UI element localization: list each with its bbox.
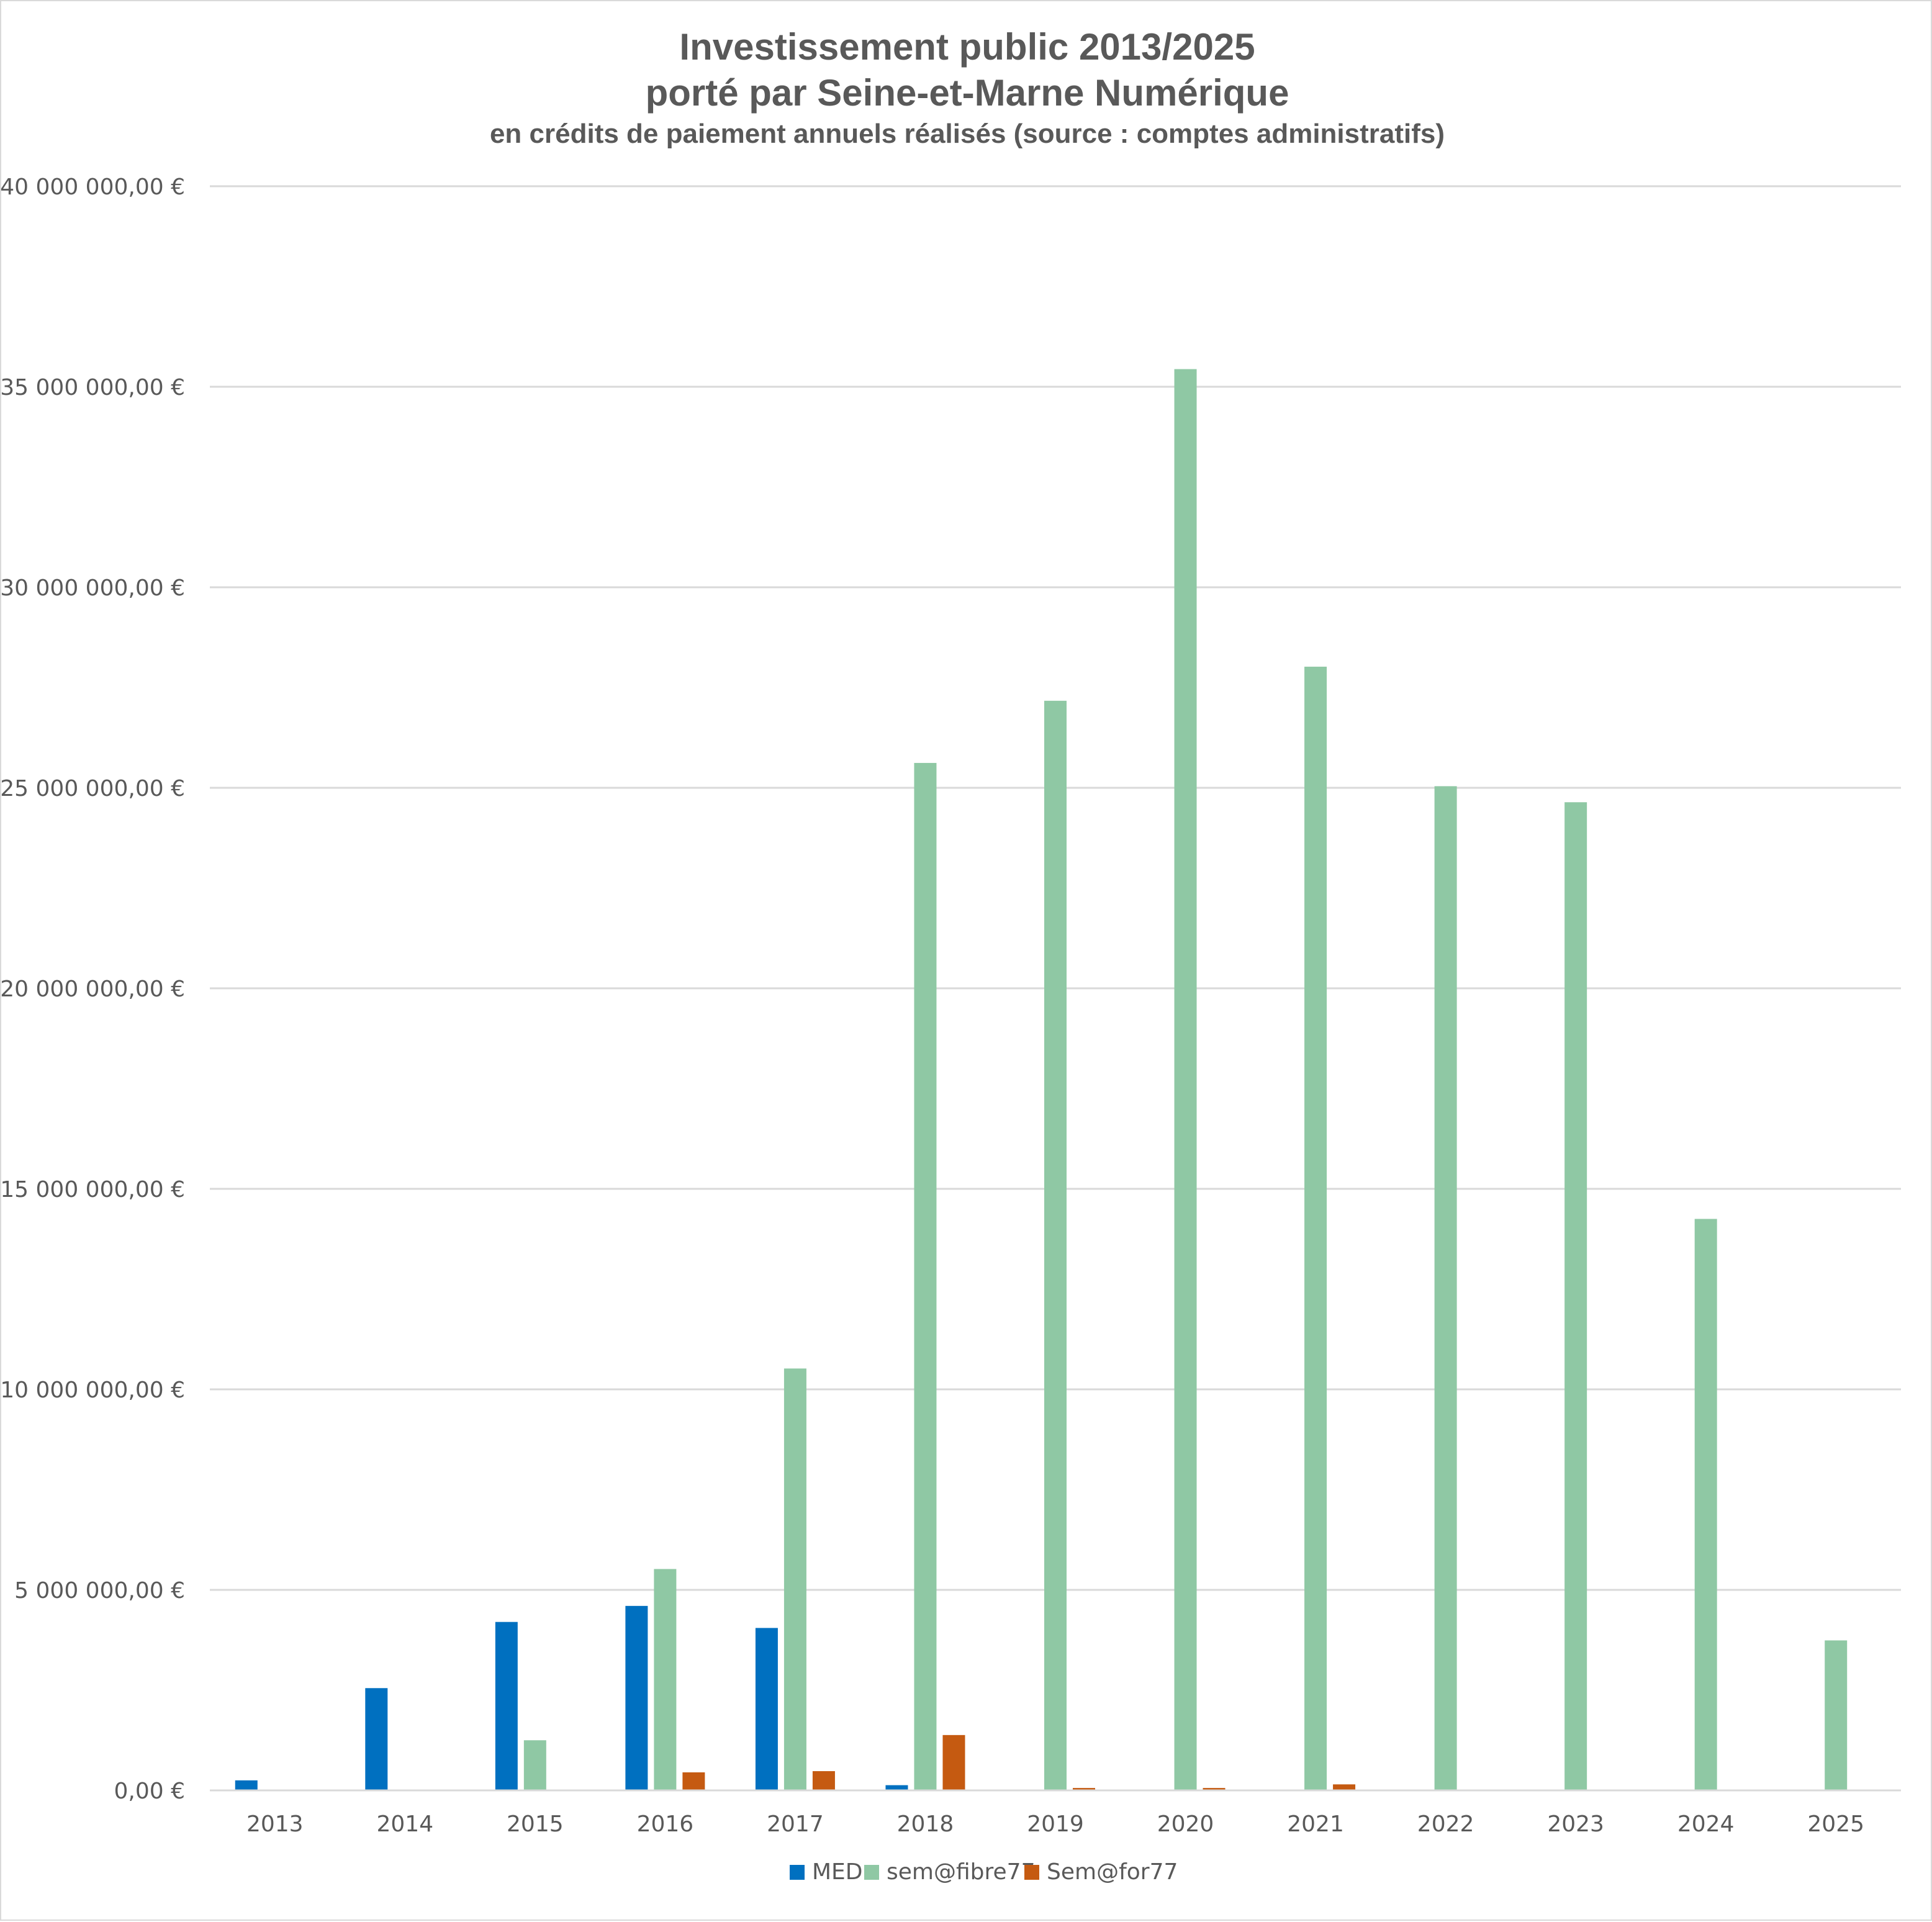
x-tick-label: 2023 xyxy=(1547,1811,1604,1837)
bar-sem-fibre77-2015 xyxy=(523,1740,546,1790)
bar-med-2017 xyxy=(755,1628,778,1790)
x-tick-label: 2017 xyxy=(767,1811,824,1837)
bar-sem-fibre77-2021 xyxy=(1304,666,1327,1790)
x-axis-tick-labels: 2013 2014 2015 2016 2017 2018 2019 2020 2021 2022… xyxy=(246,1811,1864,1837)
legend-swatch xyxy=(790,1865,805,1880)
bar-sem-for77-2020 xyxy=(1203,1788,1226,1790)
x-tick-label: 2020 xyxy=(1157,1811,1214,1837)
legend-swatch xyxy=(1024,1865,1039,1880)
x-tick-label: 2019 xyxy=(1027,1811,1084,1837)
x-tick-label: 2018 xyxy=(897,1811,954,1837)
x-tick-label: 2021 xyxy=(1287,1811,1344,1837)
bar-sem-for77-2019 xyxy=(1073,1788,1095,1790)
bar-sem-fibre77-2018 xyxy=(914,762,937,1790)
legend-item-sem-fibre77: sem@fibre77 xyxy=(864,1859,1035,1885)
y-tick-label: 5 000 000,00 € xyxy=(14,1578,185,1604)
bar-med-2015 xyxy=(495,1622,518,1790)
x-tick-label: 2014 xyxy=(376,1811,433,1837)
bar-sem-fibre77-2016 xyxy=(654,1569,677,1790)
bar-sem-fibre77-2025 xyxy=(1825,1640,1848,1790)
y-tick-label: 35 000 000,00 € xyxy=(1,375,185,400)
chart-title-line-1: Investissement public 2013/2025 xyxy=(679,26,1255,68)
bar-med-2013 xyxy=(235,1780,258,1790)
legend-swatch xyxy=(864,1865,879,1880)
bar-med-2016 xyxy=(625,1605,648,1790)
bar-sem-for77-2021 xyxy=(1333,1784,1356,1790)
bar-sem-fibre77-2019 xyxy=(1044,700,1067,1790)
x-tick-label: 2024 xyxy=(1677,1811,1735,1837)
legend: MED sem@fibre77 Sem@for77 xyxy=(790,1859,1178,1885)
y-tick-label: 0,00 € xyxy=(114,1779,185,1804)
y-tick-label: 25 000 000,00 € xyxy=(1,776,185,801)
bar-sem-fibre77-2024 xyxy=(1694,1219,1717,1790)
bar-sem-fibre77-2023 xyxy=(1564,802,1587,1790)
bar-med-2018 xyxy=(885,1785,908,1790)
y-tick-label: 20 000 000,00 € xyxy=(1,977,185,1002)
bar-sem-for77-2017 xyxy=(812,1771,835,1790)
chart-subtitle: en crédits de paiement annuels réalisés … xyxy=(490,119,1445,149)
y-tick-label: 10 000 000,00 € xyxy=(1,1378,185,1403)
x-tick-label: 2013 xyxy=(246,1811,304,1837)
chart-title-line-2: porté par Seine-et-Marne Numérique xyxy=(646,72,1289,114)
bar-sem-for77-2016 xyxy=(682,1772,705,1790)
bars xyxy=(210,369,1901,1792)
y-tick-label: 40 000 000,00 € xyxy=(1,174,185,200)
legend-item-sem-for77: Sem@for77 xyxy=(1024,1859,1178,1885)
y-axis-tick-labels: 0,00 € 5 000 000,00 € 10 000 000,00 € 15 00… xyxy=(1,174,185,1804)
bar-sem-fibre77-2020 xyxy=(1174,369,1197,1791)
legend-item-med: MED xyxy=(790,1859,863,1885)
chart-title: Investissement public 2013/2025 porté pa… xyxy=(490,26,1445,149)
x-tick-label: 2016 xyxy=(637,1811,694,1837)
legend-label: Sem@for77 xyxy=(1047,1859,1178,1885)
bar-sem-fibre77-2022 xyxy=(1434,786,1457,1790)
bar-sem-for77-2018 xyxy=(942,1735,965,1790)
legend-label: MED xyxy=(812,1859,863,1885)
y-tick-label: 30 000 000,00 € xyxy=(1,575,185,601)
y-tick-label: 15 000 000,00 € xyxy=(1,1177,185,1202)
bar-sem-fibre77-2017 xyxy=(783,1368,806,1790)
x-tick-label: 2022 xyxy=(1417,1811,1474,1837)
legend-label: sem@fibre77 xyxy=(887,1859,1035,1885)
bar-med-2014 xyxy=(365,1688,388,1790)
x-tick-label: 2025 xyxy=(1807,1811,1864,1837)
x-tick-label: 2015 xyxy=(507,1811,564,1837)
